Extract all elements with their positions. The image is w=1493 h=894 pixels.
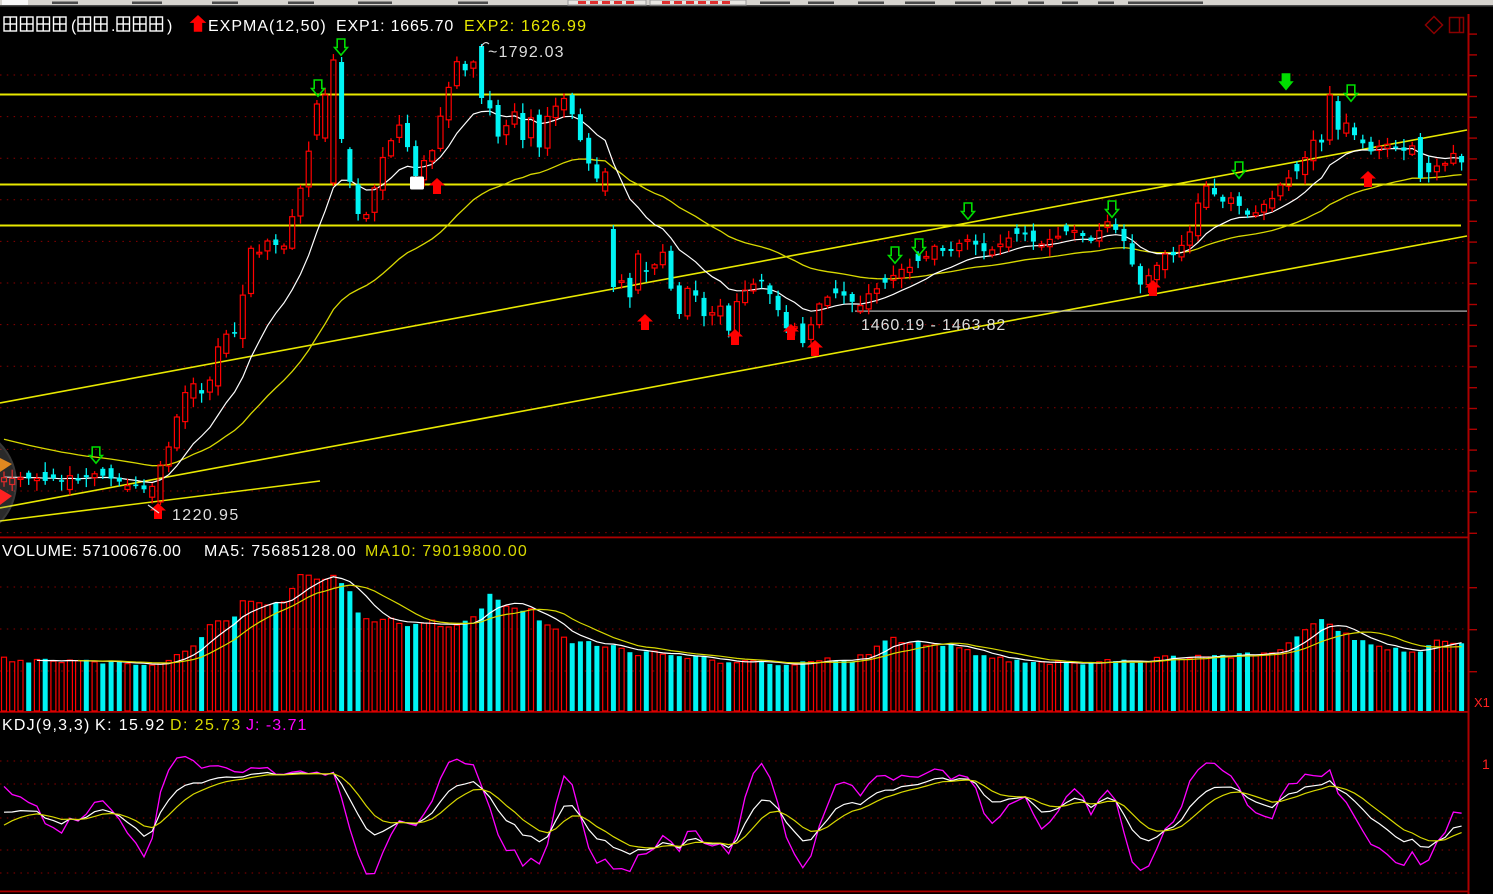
svg-text:J: -3.71: J: -3.71 bbox=[246, 717, 307, 734]
svg-text:): ) bbox=[167, 18, 172, 35]
svg-text:1460.19 - 1463.82: 1460.19 - 1463.82 bbox=[861, 317, 1006, 334]
svg-text:K: 15.92: K: 15.92 bbox=[95, 717, 166, 734]
svg-text:D: 25.73: D: 25.73 bbox=[170, 717, 242, 734]
svg-text:.: . bbox=[111, 18, 115, 35]
svg-text:X1: X1 bbox=[1474, 695, 1490, 710]
svg-text:MA5: 75685128.00: MA5: 75685128.00 bbox=[204, 543, 357, 560]
svg-text:1220.95: 1220.95 bbox=[172, 507, 240, 524]
svg-text:EXP1: 1665.70: EXP1: 1665.70 bbox=[336, 18, 454, 35]
svg-text:EXPMA(12,50): EXPMA(12,50) bbox=[208, 18, 327, 35]
svg-text:VOLUME: 57100676.00: VOLUME: 57100676.00 bbox=[2, 543, 181, 560]
svg-text:~1792.03: ~1792.03 bbox=[488, 44, 565, 61]
svg-text:(: ( bbox=[71, 18, 77, 35]
svg-text:1: 1 bbox=[1482, 756, 1490, 772]
svg-text:EXP2: 1626.99: EXP2: 1626.99 bbox=[464, 18, 587, 35]
svg-text:MA10: 79019800.00: MA10: 79019800.00 bbox=[365, 543, 528, 560]
svg-text:KDJ(9,3,3): KDJ(9,3,3) bbox=[2, 717, 90, 734]
